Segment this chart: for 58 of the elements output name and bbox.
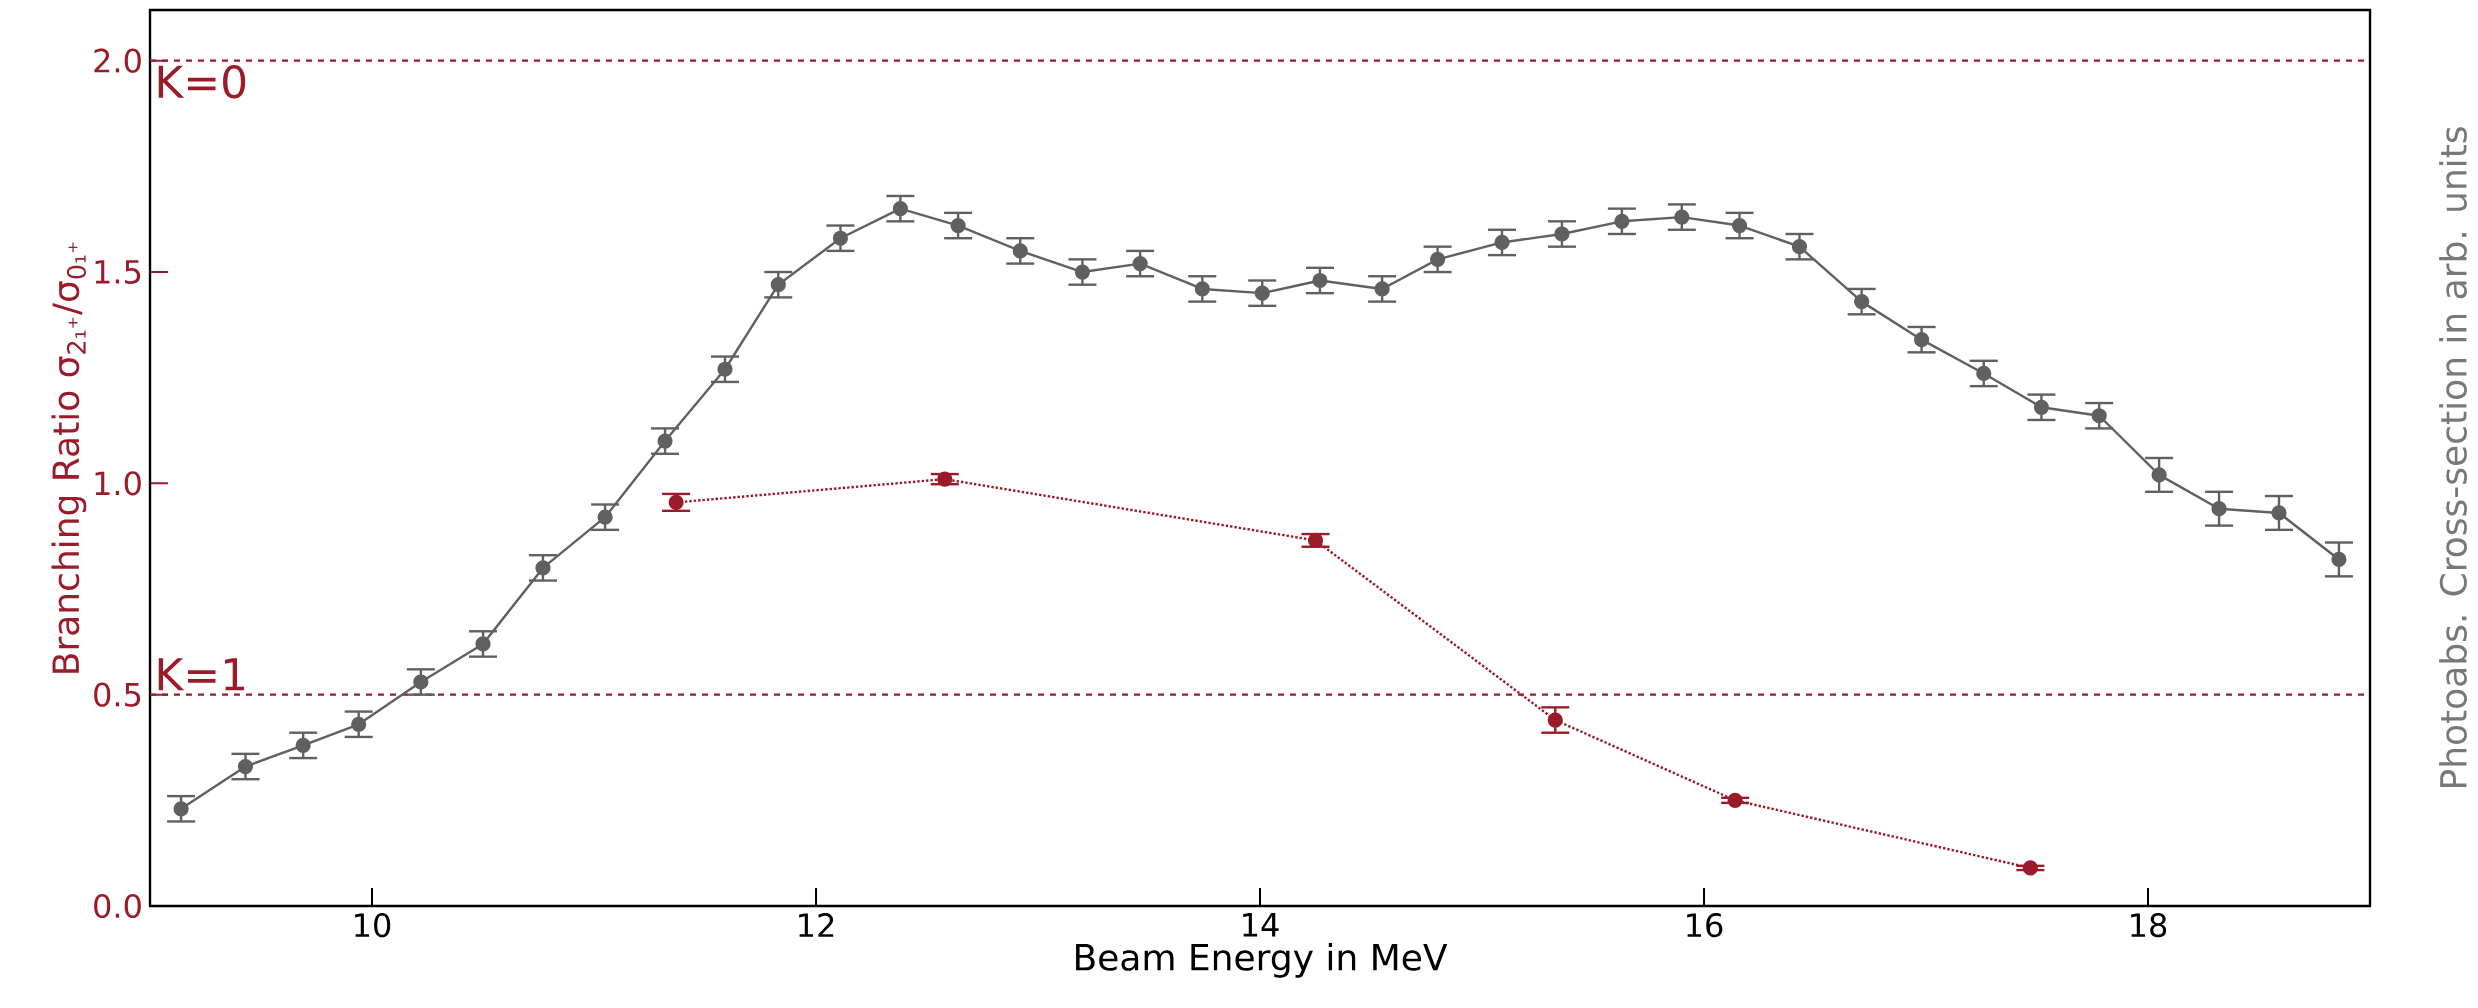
- y-tick-label: 0.5: [94, 682, 141, 707]
- point: [1194, 281, 1210, 297]
- point: [1854, 294, 1870, 310]
- point: [2033, 399, 2050, 415]
- point: [1913, 332, 1930, 348]
- x-tick-label: 12: [799, 913, 834, 937]
- annotation: K=1: [158, 658, 245, 691]
- point: [668, 494, 684, 510]
- point: [717, 361, 733, 377]
- point: [832, 230, 849, 246]
- point: [1976, 365, 1992, 382]
- point: [1494, 234, 1510, 251]
- point: [1727, 792, 1743, 808]
- point: [2091, 408, 2107, 424]
- point: [1307, 532, 1324, 549]
- x-tick-label: 16: [1687, 913, 1723, 938]
- point: [1012, 243, 1028, 259]
- point: [892, 201, 908, 217]
- x-axis-title: Beam Energy in MeV: [1076, 943, 1448, 978]
- y-tick-label: 1.0: [95, 471, 141, 496]
- point: [597, 509, 613, 525]
- point: [413, 674, 429, 690]
- point: [1254, 285, 1270, 301]
- point: [237, 758, 254, 775]
- point: [2331, 551, 2347, 568]
- y-tick-label: 1.5: [95, 260, 141, 284]
- point: [351, 716, 367, 732]
- point: [1554, 226, 1570, 242]
- point: [1614, 213, 1630, 229]
- point: [295, 737, 311, 753]
- point: [1791, 239, 1808, 255]
- y-tick-label: 2.0: [94, 48, 141, 73]
- y-axis-title: Branching Ratio σ$_{2₁⁺}$/σ$_{0₁⁺}$: [51, 242, 87, 673]
- point: [1731, 217, 1748, 234]
- point: [1430, 251, 1446, 267]
- point: [657, 433, 673, 449]
- point: [937, 471, 953, 487]
- point: [2022, 860, 2038, 876]
- point: [1674, 209, 1690, 225]
- point: [2271, 505, 2287, 521]
- x-tick-label: 10: [355, 913, 391, 938]
- point: [1312, 272, 1328, 289]
- annotation: K=0: [158, 65, 246, 99]
- x-tick-label: 14: [1243, 913, 1279, 937]
- point: [2211, 501, 2227, 517]
- x-tick-label: 18: [2131, 913, 2167, 938]
- point: [1074, 264, 1091, 280]
- point: [1132, 255, 1148, 272]
- point: [1374, 281, 1390, 297]
- y2-axis-title: Photoabs. Cross-section in arb. units: [2439, 127, 2467, 787]
- point: [770, 277, 786, 293]
- y-tick-label: 0.0: [94, 893, 141, 919]
- point: [1547, 712, 1563, 728]
- point: [535, 560, 551, 576]
- point: [173, 801, 189, 817]
- point: [950, 217, 966, 234]
- point: [475, 636, 491, 652]
- point: [2151, 467, 2167, 483]
